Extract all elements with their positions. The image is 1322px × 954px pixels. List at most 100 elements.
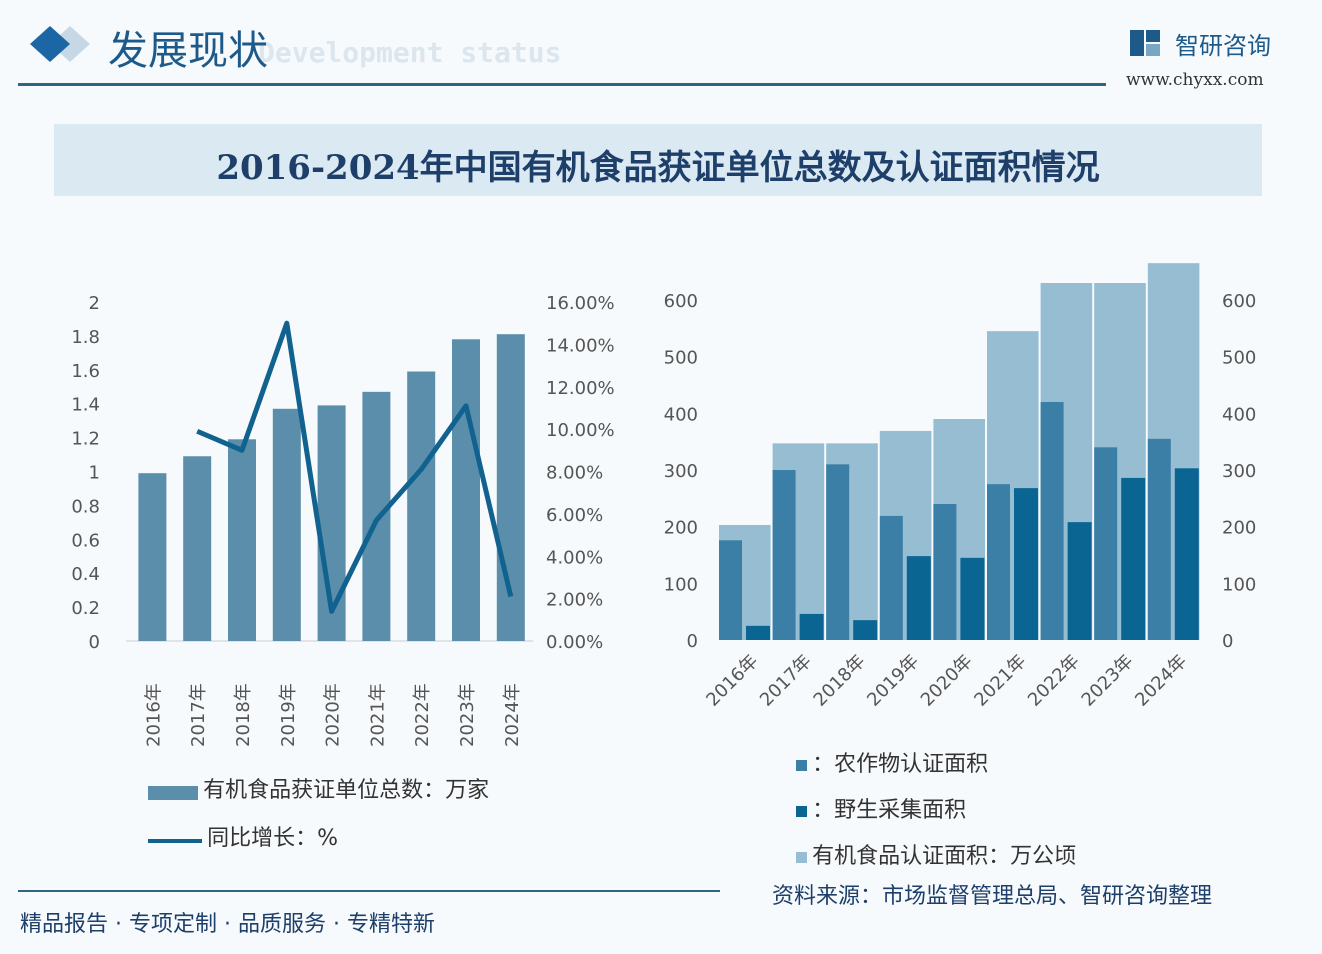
logo-url[interactable]: www.chyxx.com — [1126, 70, 1264, 90]
header-subtitle: Development status — [258, 36, 562, 69]
chart-title: 2016-2024年中国有机食品获证单位总数及认证面积情况 — [216, 148, 1100, 188]
crop-area-bar — [772, 470, 796, 640]
legend-swatch — [796, 852, 807, 863]
y-tick-label: 1.4 — [71, 395, 100, 416]
y-tick-label: 0.8 — [71, 496, 100, 517]
header-diamond-icon — [30, 26, 90, 62]
x-tick-label: 2017年 — [188, 683, 209, 747]
y2-tick-label: 300 — [1222, 461, 1256, 482]
y-tick-label: 1.2 — [71, 429, 100, 450]
bar — [228, 439, 256, 641]
x-tick-label: 2022年 — [1024, 651, 1084, 711]
y2-tick-label: 400 — [1222, 404, 1256, 425]
y-tick-label: 300 — [664, 461, 698, 482]
crop-area-bar — [719, 540, 742, 640]
bar — [407, 371, 436, 641]
y2-tick-label: 10.00% — [546, 420, 615, 441]
x-tick-label: 2023年 — [1078, 651, 1138, 711]
wild-area-bar — [1014, 488, 1038, 640]
y-tick-label: 1.8 — [71, 327, 100, 348]
y-tick-label: 100 — [664, 574, 698, 595]
legend-label: 有机食品认证面积：万公顷 — [812, 844, 1077, 869]
crop-area-bar — [879, 515, 903, 640]
y-tick-label: 200 — [664, 518, 698, 539]
wild-area-bar — [853, 620, 878, 640]
legend-label: 有机食品获证单位总数：万家 — [203, 778, 490, 803]
legend-left-bar: 有机食品获证单位总数：万家 — [148, 772, 489, 804]
x-tick-label: 2016年 — [143, 683, 164, 747]
wild-area-bar — [906, 556, 931, 640]
y-tick-label: 400 — [664, 404, 698, 425]
header-title: 发展现状 — [108, 28, 268, 74]
y2-tick-label: 2.00% — [546, 590, 603, 611]
y-tick-label: 2 — [89, 293, 100, 314]
y-tick-label: 0 — [89, 632, 100, 653]
wild-area-bar — [799, 613, 824, 640]
x-tick-label: 2018年 — [233, 683, 254, 747]
y-tick-label: 0 — [687, 631, 698, 652]
legend-label: ：野生采集面积 — [812, 798, 967, 823]
crop-area-bar — [1094, 447, 1118, 640]
growth-line — [196, 320, 514, 614]
x-tick-label: 2022年 — [412, 683, 433, 747]
x-tick-label: 2016年 — [702, 651, 762, 711]
source-note: 资料来源：市场监督管理总局、智研咨询整理 — [772, 884, 1213, 909]
wild-area-bar — [960, 557, 985, 640]
header-divider — [18, 83, 1106, 86]
y-tick-label: 0.2 — [71, 598, 100, 619]
legend-wild: ：野生采集面积 — [796, 792, 966, 824]
title-banner — [54, 124, 1262, 196]
logo-name: 智研咨询 — [1175, 32, 1271, 60]
crop-area-bar — [1147, 438, 1171, 640]
bar — [362, 391, 391, 641]
bar — [272, 408, 301, 641]
y-tick-label: 0.6 — [71, 530, 100, 551]
footer-slogan: 精品报告 · 专项定制 · 品质服务 · 专精特新 — [20, 912, 435, 937]
legend-total: 有机食品认证面积：万公顷 — [796, 838, 1076, 870]
legend-label: ：农作物认证面积 — [812, 752, 989, 777]
wild-area-bar — [1067, 522, 1092, 640]
y2-tick-label: 100 — [1222, 574, 1256, 595]
y-tick-label: 0.4 — [71, 564, 100, 585]
legend-left-line: 同比增长：% — [148, 820, 338, 852]
crop-area-bar — [933, 504, 957, 640]
y2-tick-label: 200 — [1222, 518, 1256, 539]
y2-tick-label: 500 — [1222, 348, 1256, 369]
legend-label: 同比增长：% — [207, 826, 338, 851]
y2-tick-label: 4.00% — [546, 547, 603, 568]
x-tick-label: 2017年 — [756, 651, 816, 711]
x-tick-label: 2023年 — [457, 683, 478, 747]
bar — [183, 456, 212, 641]
y-tick-label: 600 — [664, 291, 698, 312]
wild-area-bar — [746, 625, 770, 640]
x-tick-label: 2018年 — [810, 651, 870, 711]
x-tick-label: 2020年 — [323, 683, 344, 747]
legend-crop: ：农作物认证面积 — [796, 746, 988, 778]
y2-tick-label: 6.00% — [546, 505, 603, 526]
crop-area-bar — [987, 484, 1010, 640]
y-tick-label: 500 — [664, 348, 698, 369]
y2-tick-label: 0.00% — [546, 632, 603, 653]
y-tick-label: 1 — [89, 463, 100, 484]
y-tick-label: 1.6 — [71, 361, 100, 382]
bar — [138, 473, 167, 641]
x-tick-label: 2021年 — [970, 651, 1030, 711]
y2-tick-label: 8.00% — [546, 463, 603, 484]
crop-area-bar — [1040, 402, 1064, 640]
wild-area-bar — [1174, 468, 1199, 640]
y2-tick-label: 0 — [1222, 631, 1233, 652]
x-tick-label: 2024年 — [502, 683, 523, 747]
legend-swatch — [148, 838, 202, 843]
wild-area-bar — [1121, 477, 1146, 640]
x-tick-label: 2024年 — [1131, 651, 1191, 711]
y2-tick-label: 16.00% — [546, 293, 615, 314]
left-chart: 0 0.2 0.4 0.6 0.8 1 1.2 1.4 1.6 1.8 2 0.00% 2.00% 4.0… — [71, 293, 615, 747]
x-tick-label: 2020年 — [917, 651, 977, 711]
crop-area-bar — [826, 464, 850, 640]
x-tick-label: 2019年 — [278, 683, 299, 747]
x-tick-label: 2019年 — [863, 651, 923, 711]
bar — [452, 339, 480, 641]
legend-swatch — [148, 785, 198, 800]
y2-tick-label: 14.00% — [546, 335, 615, 356]
legend-swatch — [796, 806, 807, 817]
